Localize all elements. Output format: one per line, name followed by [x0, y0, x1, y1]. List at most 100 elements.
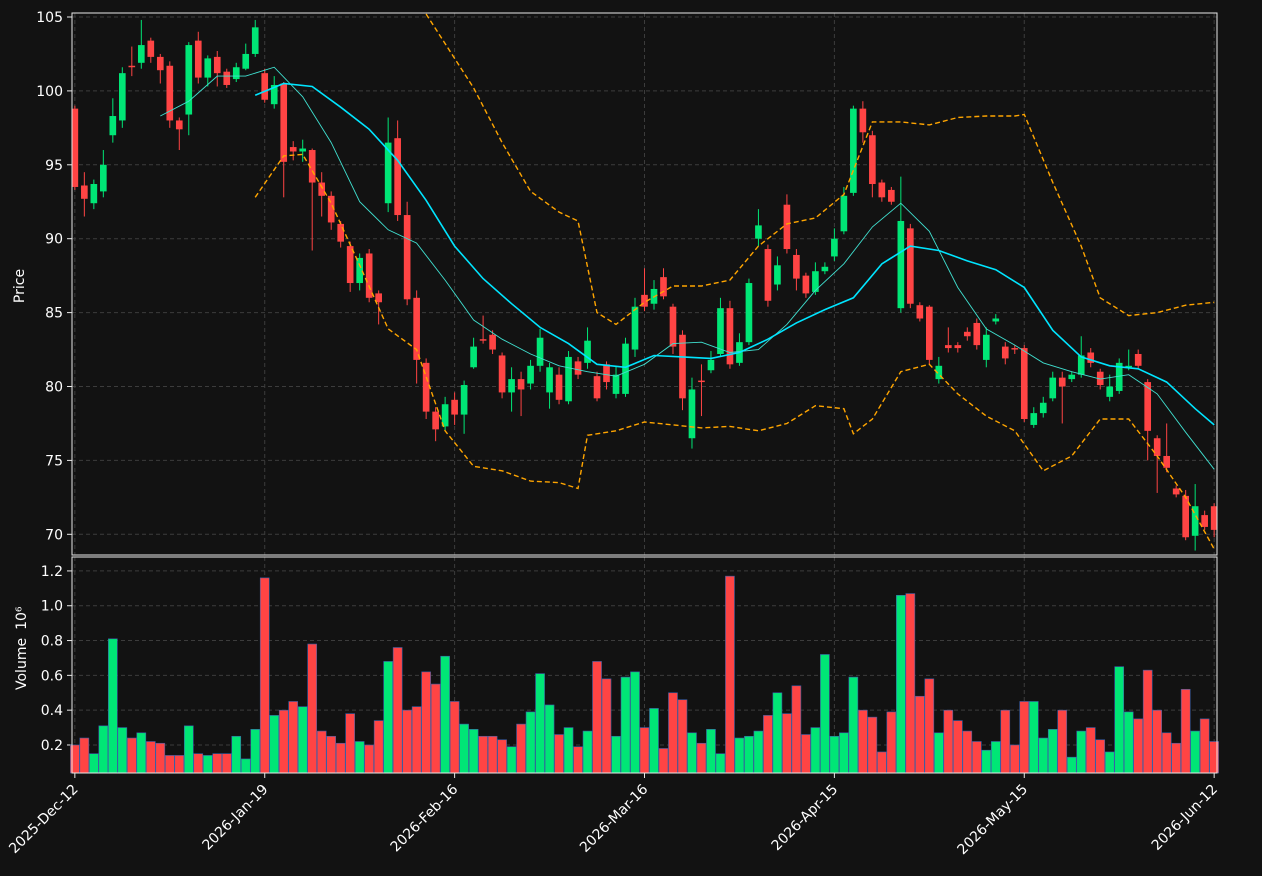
volume-bar — [848, 676, 859, 774]
y-tick-label: 70 — [45, 527, 63, 543]
candle-body — [432, 411, 439, 430]
volume-bar — [563, 727, 574, 774]
candle-body — [831, 238, 838, 257]
volume-bar — [668, 692, 678, 774]
volume-bar — [990, 741, 1001, 774]
y-tick-label: 90 — [45, 232, 63, 248]
candle-body — [137, 45, 145, 63]
candle-body — [1058, 377, 1066, 387]
volume-bar — [297, 706, 308, 774]
volume-bar — [1047, 729, 1058, 774]
candle-body — [888, 189, 895, 202]
volume-bar — [896, 594, 906, 774]
candle-body — [394, 138, 401, 216]
volume-bar — [1123, 711, 1134, 774]
volume-bar — [1190, 730, 1200, 774]
volume-bar — [943, 709, 954, 774]
volume-bar — [677, 699, 688, 774]
y-tick-label: 0.6 — [41, 668, 63, 684]
candle-body — [441, 404, 449, 427]
volume-bar — [89, 753, 99, 774]
volume-bar — [383, 661, 393, 774]
volume-bar — [763, 715, 773, 774]
volume-bar — [164, 755, 175, 774]
y-tick-label: 75 — [45, 453, 63, 469]
y-tick-label: 100 — [36, 84, 63, 100]
candle-body — [318, 182, 326, 196]
candle-body — [641, 294, 648, 307]
volume-bar — [136, 732, 147, 774]
candle-body — [565, 356, 572, 402]
candle-body — [451, 399, 458, 415]
plot-frame — [71, 556, 1218, 774]
candle-body — [166, 65, 174, 121]
candle-body — [726, 308, 734, 365]
volume-bar — [1095, 739, 1106, 774]
volume-bar — [193, 753, 204, 774]
volume-bar — [734, 737, 745, 774]
candle-body — [783, 204, 791, 250]
volume-bar — [1142, 669, 1153, 774]
candle-body — [812, 271, 819, 292]
candle-body — [603, 364, 610, 383]
volume-bar — [269, 715, 280, 774]
candle-body — [242, 53, 250, 69]
candle-body — [764, 249, 772, 301]
candle-body — [717, 308, 724, 354]
volume-bar — [108, 638, 118, 774]
volume-bar — [231, 735, 242, 774]
candle-body — [1144, 382, 1152, 431]
y-tick-label: 95 — [45, 158, 63, 174]
volume-bar — [971, 741, 982, 774]
volume-bar — [573, 746, 583, 774]
volume-bar — [744, 735, 754, 774]
y-tick-label: 1.0 — [41, 599, 63, 615]
volume-bar — [924, 678, 935, 774]
candle-body — [1191, 506, 1199, 536]
candle-body — [1001, 346, 1009, 359]
volume-bar — [1019, 701, 1030, 774]
volume-bar — [706, 729, 716, 774]
candle-body — [574, 361, 582, 375]
candle-body — [755, 225, 762, 239]
candle-body — [251, 27, 259, 54]
candle-body — [669, 306, 677, 347]
volume-bar — [221, 753, 232, 774]
volume-bar — [506, 746, 517, 774]
candle-body — [194, 40, 202, 78]
volume-bar — [354, 741, 365, 774]
candle-body — [631, 306, 639, 350]
candle-body — [489, 334, 496, 350]
candle-body — [422, 362, 430, 412]
volume-bar — [1009, 744, 1020, 774]
candle-body — [498, 355, 506, 393]
candle-body — [954, 345, 962, 349]
candle-body — [232, 67, 240, 80]
volume-bar — [782, 713, 792, 774]
y-tick-label: 105 — [36, 10, 63, 26]
candle-body — [935, 365, 943, 380]
candle-body — [926, 306, 933, 360]
candle-body — [1087, 352, 1095, 363]
volume-bar — [1085, 727, 1096, 774]
candle-body — [1020, 348, 1028, 420]
volume-bar — [1028, 701, 1039, 774]
candle-body — [479, 339, 487, 341]
candle-body — [821, 266, 829, 272]
y-tick-label: 0.4 — [41, 703, 63, 719]
volume-bar — [829, 735, 840, 774]
volume-bar — [687, 732, 697, 774]
overlay-line — [425, 13, 1215, 326]
volume-bar — [155, 742, 166, 774]
candle-body — [1134, 353, 1142, 366]
overlay-line — [254, 82, 1215, 426]
volume-bar — [715, 753, 726, 774]
candle-body — [1039, 402, 1047, 414]
candle-body — [916, 305, 924, 319]
price-plot — [72, 13, 1217, 551]
volume-bar — [307, 643, 318, 774]
volume-bar — [202, 755, 213, 774]
candle-body — [688, 389, 696, 439]
volume-bar — [1152, 709, 1162, 774]
candle-body — [1030, 413, 1038, 425]
